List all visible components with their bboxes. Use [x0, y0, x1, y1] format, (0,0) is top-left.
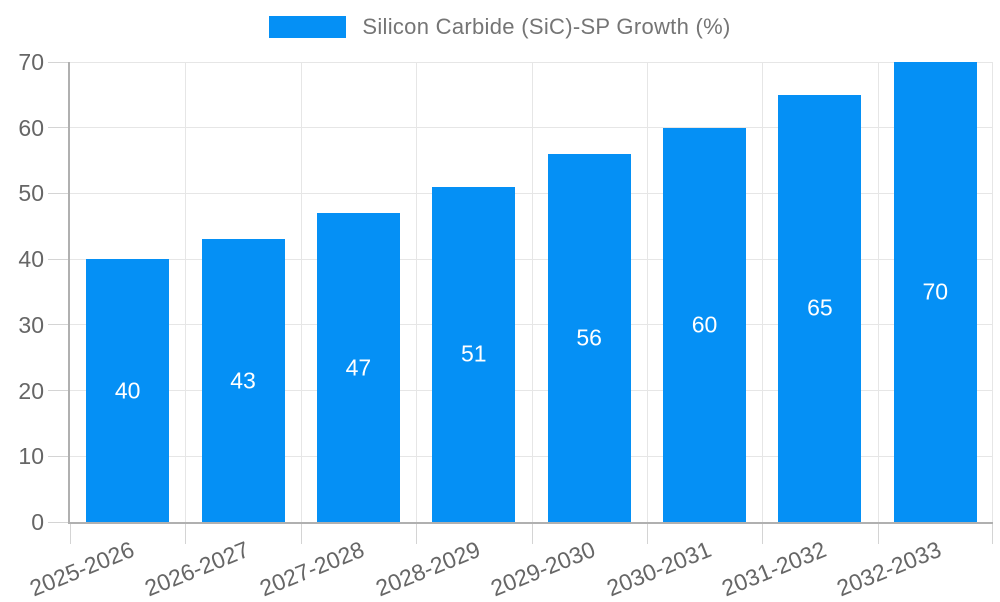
x-axis-tick	[992, 524, 993, 544]
legend-swatch	[269, 16, 347, 38]
x-axis-tick	[762, 524, 764, 544]
gridline-x	[992, 62, 993, 522]
y-axis-tick	[48, 258, 68, 260]
gridline-x	[762, 62, 764, 522]
y-tick-label: 50	[18, 180, 44, 207]
y-axis-tick	[48, 192, 68, 194]
bar-value-label: 43	[230, 367, 256, 394]
y-axis-tick	[48, 455, 68, 457]
bar[interactable]: 70	[893, 62, 977, 522]
x-axis-tick	[70, 524, 71, 544]
gridline-x	[416, 62, 418, 522]
x-axis-tick	[416, 524, 418, 544]
legend-label: Silicon Carbide (SiC)-SP Growth (%)	[362, 14, 731, 39]
x-category-label-text: 2030-2031	[602, 536, 715, 602]
legend[interactable]: Silicon Carbide (SiC)-SP Growth (%)	[0, 14, 1000, 40]
y-tick-label: 60	[18, 114, 44, 141]
gridline-x	[300, 62, 302, 522]
y-tick-label: 30	[18, 311, 44, 338]
x-category-label-text: 2031-2032	[717, 536, 830, 602]
bar[interactable]: 47	[316, 213, 400, 522]
bar[interactable]: 51	[432, 186, 516, 522]
x-category-label-text: 2026-2027	[141, 536, 253, 602]
gridline-x	[531, 62, 533, 522]
y-axis-tick	[48, 390, 68, 392]
plot-area: 0 10 20 30 40 50 60 70 40 43 47 51 56 60 65 70 2025-2026…	[18, 49, 993, 601]
y-axis-tick	[48, 61, 68, 63]
x-axis-tick	[185, 524, 187, 544]
y-axis-tick	[48, 127, 68, 129]
gridline-x	[877, 62, 879, 522]
gridline-x	[185, 62, 187, 522]
x-category-label-text: 2027-2028	[256, 536, 369, 602]
x-axis-tick	[877, 524, 879, 544]
y-tick-label: 70	[18, 49, 44, 75]
bar-value-label: 56	[576, 324, 602, 351]
bar[interactable]: 65	[778, 94, 862, 522]
bar[interactable]: 56	[547, 154, 631, 522]
x-axis-tick	[531, 524, 533, 544]
x-category-label-text: 2032-2033	[833, 536, 946, 602]
gridline-x	[646, 62, 648, 522]
x-category-label-text: 2028-2029	[371, 536, 484, 602]
bar[interactable]: 40	[86, 259, 170, 522]
y-axis-tick	[48, 521, 68, 523]
bar-value-label: 40	[114, 377, 141, 404]
bar-value-label: 47	[345, 354, 372, 381]
bar-value-label: 60	[691, 311, 718, 338]
bar-value-label: 65	[807, 294, 833, 321]
x-axis-tick	[646, 524, 648, 544]
x-axis-tick	[300, 524, 302, 544]
y-tick-label: 0	[31, 509, 44, 535]
bar-value-label: 51	[461, 340, 487, 367]
bar[interactable]: 60	[663, 127, 747, 522]
bar-value-label: 70	[922, 278, 949, 305]
y-axis-tick	[48, 324, 68, 326]
bar[interactable]: 43	[201, 239, 285, 522]
x-category-label-text: 2029-2030	[487, 536, 599, 602]
x-category-label-text: 2025-2026	[25, 536, 138, 602]
y-tick-label: 20	[18, 377, 44, 404]
y-tick-label: 40	[18, 246, 44, 273]
y-tick-label: 10	[18, 443, 44, 470]
